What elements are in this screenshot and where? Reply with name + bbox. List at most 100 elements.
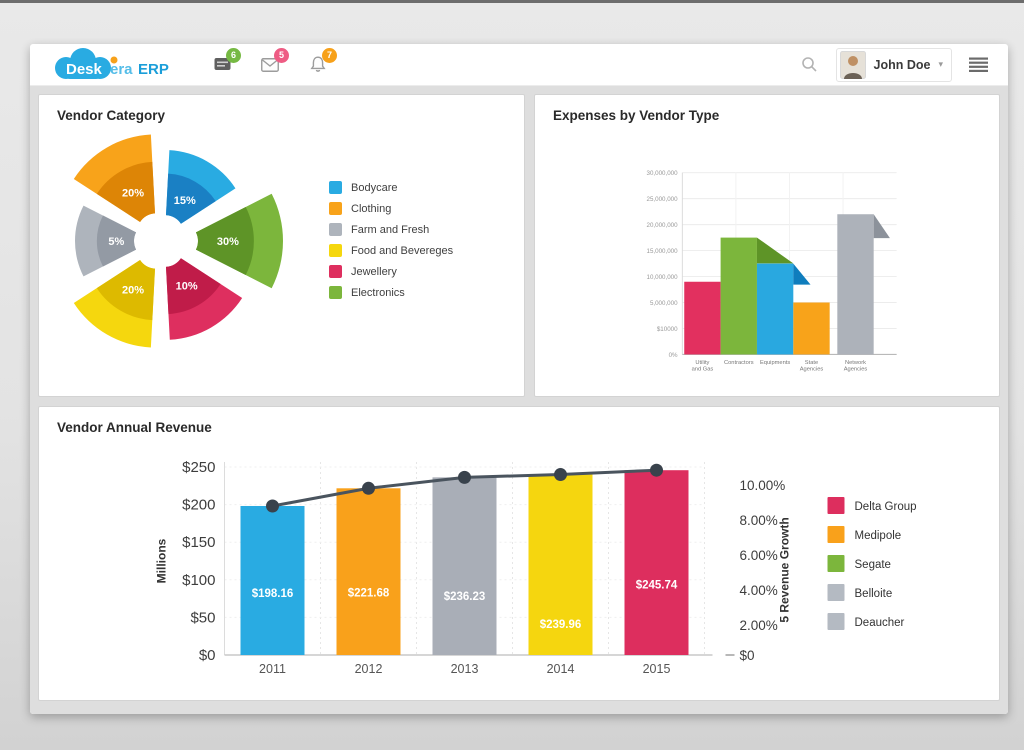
- expenses-bar-chart: 30,000,000 25,000,000 20,000,000 15,000,000…: [647, 170, 897, 373]
- pie-slice-percent-label: 30%: [217, 236, 239, 248]
- expenses-title: Expenses by Vendor Type: [553, 108, 720, 123]
- chat-message-icon: [214, 58, 230, 70]
- legend-swatch: [329, 265, 342, 278]
- deskera-logo[interactable]: Desk era ERP: [50, 47, 178, 82]
- revenue-left-tick: $200: [182, 497, 215, 514]
- legend-item-electronics[interactable]: Electronics: [329, 286, 453, 299]
- legend-item-food-and-bevereges[interactable]: Food and Bevereges: [329, 244, 453, 257]
- user-menu[interactable]: John Doe ▾: [835, 47, 952, 82]
- revenue-bar-value-label: $239.96: [540, 619, 582, 631]
- bell-icon: [310, 56, 326, 72]
- revenue-bar-2011[interactable]: [240, 505, 305, 655]
- vendor-category-legend: Bodycare Clothing Farm and Fresh Food and B…: [329, 181, 453, 367]
- legend-swatch: [329, 202, 342, 215]
- revenue-legend-label: Belloite: [855, 588, 893, 600]
- pie-slice-percent-label: 20%: [122, 285, 144, 297]
- expenses-y-tick: 30,000,000: [647, 170, 679, 177]
- revenue-growth-marker-2015[interactable]: [650, 463, 663, 477]
- revenue-legend-item-medipole[interactable]: Medipole: [827, 526, 902, 543]
- expenses-bar-utility-and-gas[interactable]: [684, 281, 721, 355]
- revenue-left-tick: $150: [182, 534, 215, 551]
- annual-revenue-combo-chart: $250 $200 $150 $100 $50 $0 Millions 5 Revenue G…: [155, 459, 917, 676]
- revenue-bar-value-label: $245.74: [636, 579, 678, 591]
- legend-label: Clothing: [351, 202, 392, 215]
- revenue-legend-label: Segate: [855, 559, 891, 571]
- expenses-bar-state-agencies[interactable]: [793, 302, 830, 355]
- pie-slice-food-and-bevereges[interactable]: 20%: [73, 260, 156, 348]
- mail-count-badge: 5: [274, 47, 289, 63]
- revenue-x-tick: 2012: [355, 662, 383, 676]
- expenses-bar-equipments[interactable]: [756, 263, 794, 355]
- revenue-legend-label: Delta Group: [855, 501, 917, 513]
- svg-text:era: era: [110, 61, 133, 78]
- revenue-left-tick: $0: [199, 647, 216, 664]
- revenue-left-axis-label: Millions: [155, 538, 169, 583]
- revenue-legend-label: Deaucher: [855, 617, 905, 629]
- svg-text:Desk: Desk: [66, 61, 103, 78]
- legend-item-farm-and-fresh[interactable]: Farm and Fresh: [329, 223, 453, 236]
- revenue-growth-marker-2011[interactable]: [266, 499, 279, 513]
- expenses-bar-contractors[interactable]: [720, 237, 757, 355]
- revenue-bar-2014[interactable]: [528, 474, 593, 655]
- revenue-growth-marker-2012[interactable]: [362, 481, 375, 495]
- revenue-bar-value-label: $221.68: [348, 588, 390, 600]
- legend-label: Bodycare: [351, 181, 398, 194]
- messages-icon-button[interactable]: 6: [212, 47, 241, 74]
- vendor-category-title: Vendor Category: [57, 108, 166, 123]
- revenue-legend-item-delta-group[interactable]: Delta Group: [827, 497, 917, 514]
- vendor-category-body: 15% 30% 10% 20% 5% 20% Bodycare Clothing Farm a…: [39, 125, 524, 367]
- mail-icon-button[interactable]: 5: [260, 47, 289, 74]
- expenses-bar-fold: [793, 263, 811, 285]
- revenue-x-tick: 2011: [259, 662, 286, 676]
- pie-slice-percent-label: 5%: [108, 236, 124, 248]
- pie-slice-jewellery[interactable]: 10%: [165, 258, 243, 340]
- expenses-y-tick: $10000: [657, 326, 678, 333]
- revenue-growth-marker-2013[interactable]: [458, 470, 471, 484]
- revenue-bar-value-label: $236.23: [444, 591, 486, 603]
- legend-label: Farm and Fresh: [351, 223, 430, 236]
- notifications-count-badge: 7: [322, 47, 337, 63]
- pie-slice-percent-label: 15%: [174, 195, 196, 207]
- expenses-y-tick: 25,000,000: [647, 196, 679, 203]
- revenue-right-tick: $0: [740, 648, 755, 663]
- app-window: Desk era ERP 6: [30, 44, 1008, 714]
- revenue-legend-item-segate[interactable]: Segate: [827, 555, 891, 572]
- revenue-right-tick: 4.00%: [740, 583, 778, 598]
- revenue-legend-label: Medipole: [855, 530, 902, 542]
- pie-slice-clothing[interactable]: 20%: [73, 134, 156, 222]
- expenses-y-tick: 15,000,000: [647, 248, 679, 255]
- pie-slice-electronics[interactable]: 30%: [195, 193, 283, 289]
- revenue-left-tick: $100: [182, 572, 215, 589]
- top-navigation-bar: Desk era ERP 6: [30, 44, 1008, 86]
- pie-slice-farm-and-fresh[interactable]: 5%: [75, 205, 137, 277]
- expenses-bar-network-agencies[interactable]: [837, 214, 874, 355]
- legend-swatch: [329, 286, 342, 299]
- menu-button[interactable]: [968, 56, 988, 74]
- revenue-bar-2012[interactable]: [336, 488, 401, 655]
- legend-swatch: [329, 244, 342, 257]
- legend-item-jewellery[interactable]: Jewellery: [329, 265, 453, 278]
- expenses-y-tick: 5,000,000: [650, 300, 678, 307]
- legend-item-clothing[interactable]: Clothing: [329, 202, 453, 215]
- legend-label: Electronics: [351, 286, 405, 299]
- revenue-x-tick: 2014: [547, 662, 575, 676]
- envelope-icon: [261, 57, 279, 72]
- top-card-row: Vendor Category 15% 30% 10% 20% 5% 20% Bodyca…: [38, 94, 1000, 397]
- avatar: [839, 50, 866, 79]
- revenue-legend-item-deaucher[interactable]: Deaucher: [827, 613, 905, 630]
- notifications-icon-button[interactable]: 7: [308, 47, 337, 74]
- revenue-legend-item-belloite[interactable]: Belloite: [827, 584, 893, 601]
- revenue-bar-2015[interactable]: [624, 470, 689, 655]
- pie-slice-bodycare[interactable]: 15%: [165, 150, 236, 224]
- expenses-x-tick: State Agencies: [800, 360, 824, 373]
- legend-label: Jewellery: [351, 265, 397, 278]
- search-button[interactable]: [800, 56, 820, 74]
- legend-item-bodycare[interactable]: Bodycare: [329, 181, 453, 194]
- revenue-bar-value-label: $198.16: [252, 588, 294, 600]
- expenses-y-tick: 10,000,000: [647, 274, 679, 281]
- revenue-growth-marker-2014[interactable]: [554, 468, 567, 482]
- notification-icon-group: 6 5 7: [212, 47, 337, 74]
- revenue-bar-2013[interactable]: [432, 477, 497, 655]
- expenses-x-tick: Contractors: [724, 360, 754, 366]
